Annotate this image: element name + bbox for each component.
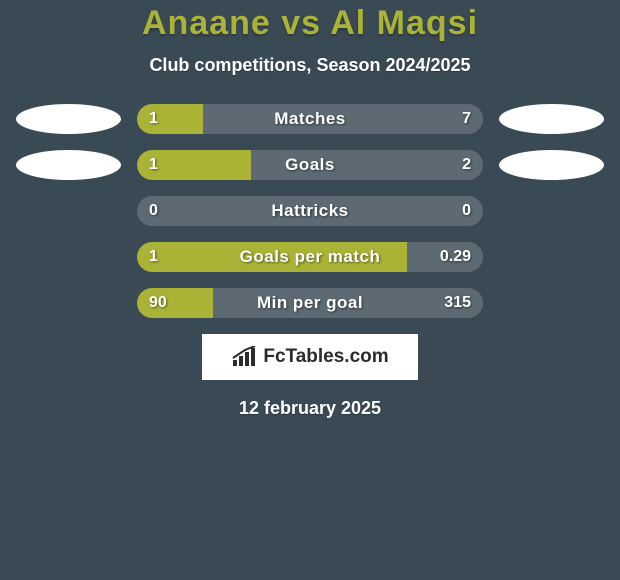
- player-badge-right: [499, 150, 604, 180]
- stat-bar: 17Matches: [137, 104, 483, 134]
- date-text: 12 february 2025: [0, 398, 620, 419]
- player-badge-left: [16, 104, 121, 134]
- stat-label: Hattricks: [137, 196, 483, 226]
- page-title: Anaane vs Al Maqsi: [0, 4, 620, 43]
- stat-row: 17Matches: [0, 104, 620, 134]
- player-badge-right: [499, 104, 604, 134]
- stat-row: 12Goals: [0, 150, 620, 180]
- stat-label: Goals: [137, 150, 483, 180]
- stat-row: 10.29Goals per match: [0, 242, 620, 272]
- logo-box: FcTables.com: [202, 334, 418, 380]
- comparison-card: Anaane vs Al Maqsi Club competitions, Se…: [0, 0, 620, 580]
- logo-text: FcTables.com: [263, 346, 388, 368]
- logo-chart-icon: [231, 346, 257, 368]
- stat-row: 90315Min per goal: [0, 288, 620, 318]
- stat-label: Matches: [137, 104, 483, 134]
- stat-label: Goals per match: [137, 242, 483, 272]
- stat-bar: 10.29Goals per match: [137, 242, 483, 272]
- stat-rows-container: 17Matches 12Goals 00Hattricks 10.29Goals pe…: [0, 104, 620, 318]
- stat-bar: 90315Min per goal: [137, 288, 483, 318]
- stat-row: 00Hattricks: [0, 196, 620, 226]
- player-badge-left: [16, 150, 121, 180]
- stat-label: Min per goal: [137, 288, 483, 318]
- subtitle: Club competitions, Season 2024/2025: [0, 55, 620, 76]
- stat-bar: 00Hattricks: [137, 196, 483, 226]
- stat-bar: 12Goals: [137, 150, 483, 180]
